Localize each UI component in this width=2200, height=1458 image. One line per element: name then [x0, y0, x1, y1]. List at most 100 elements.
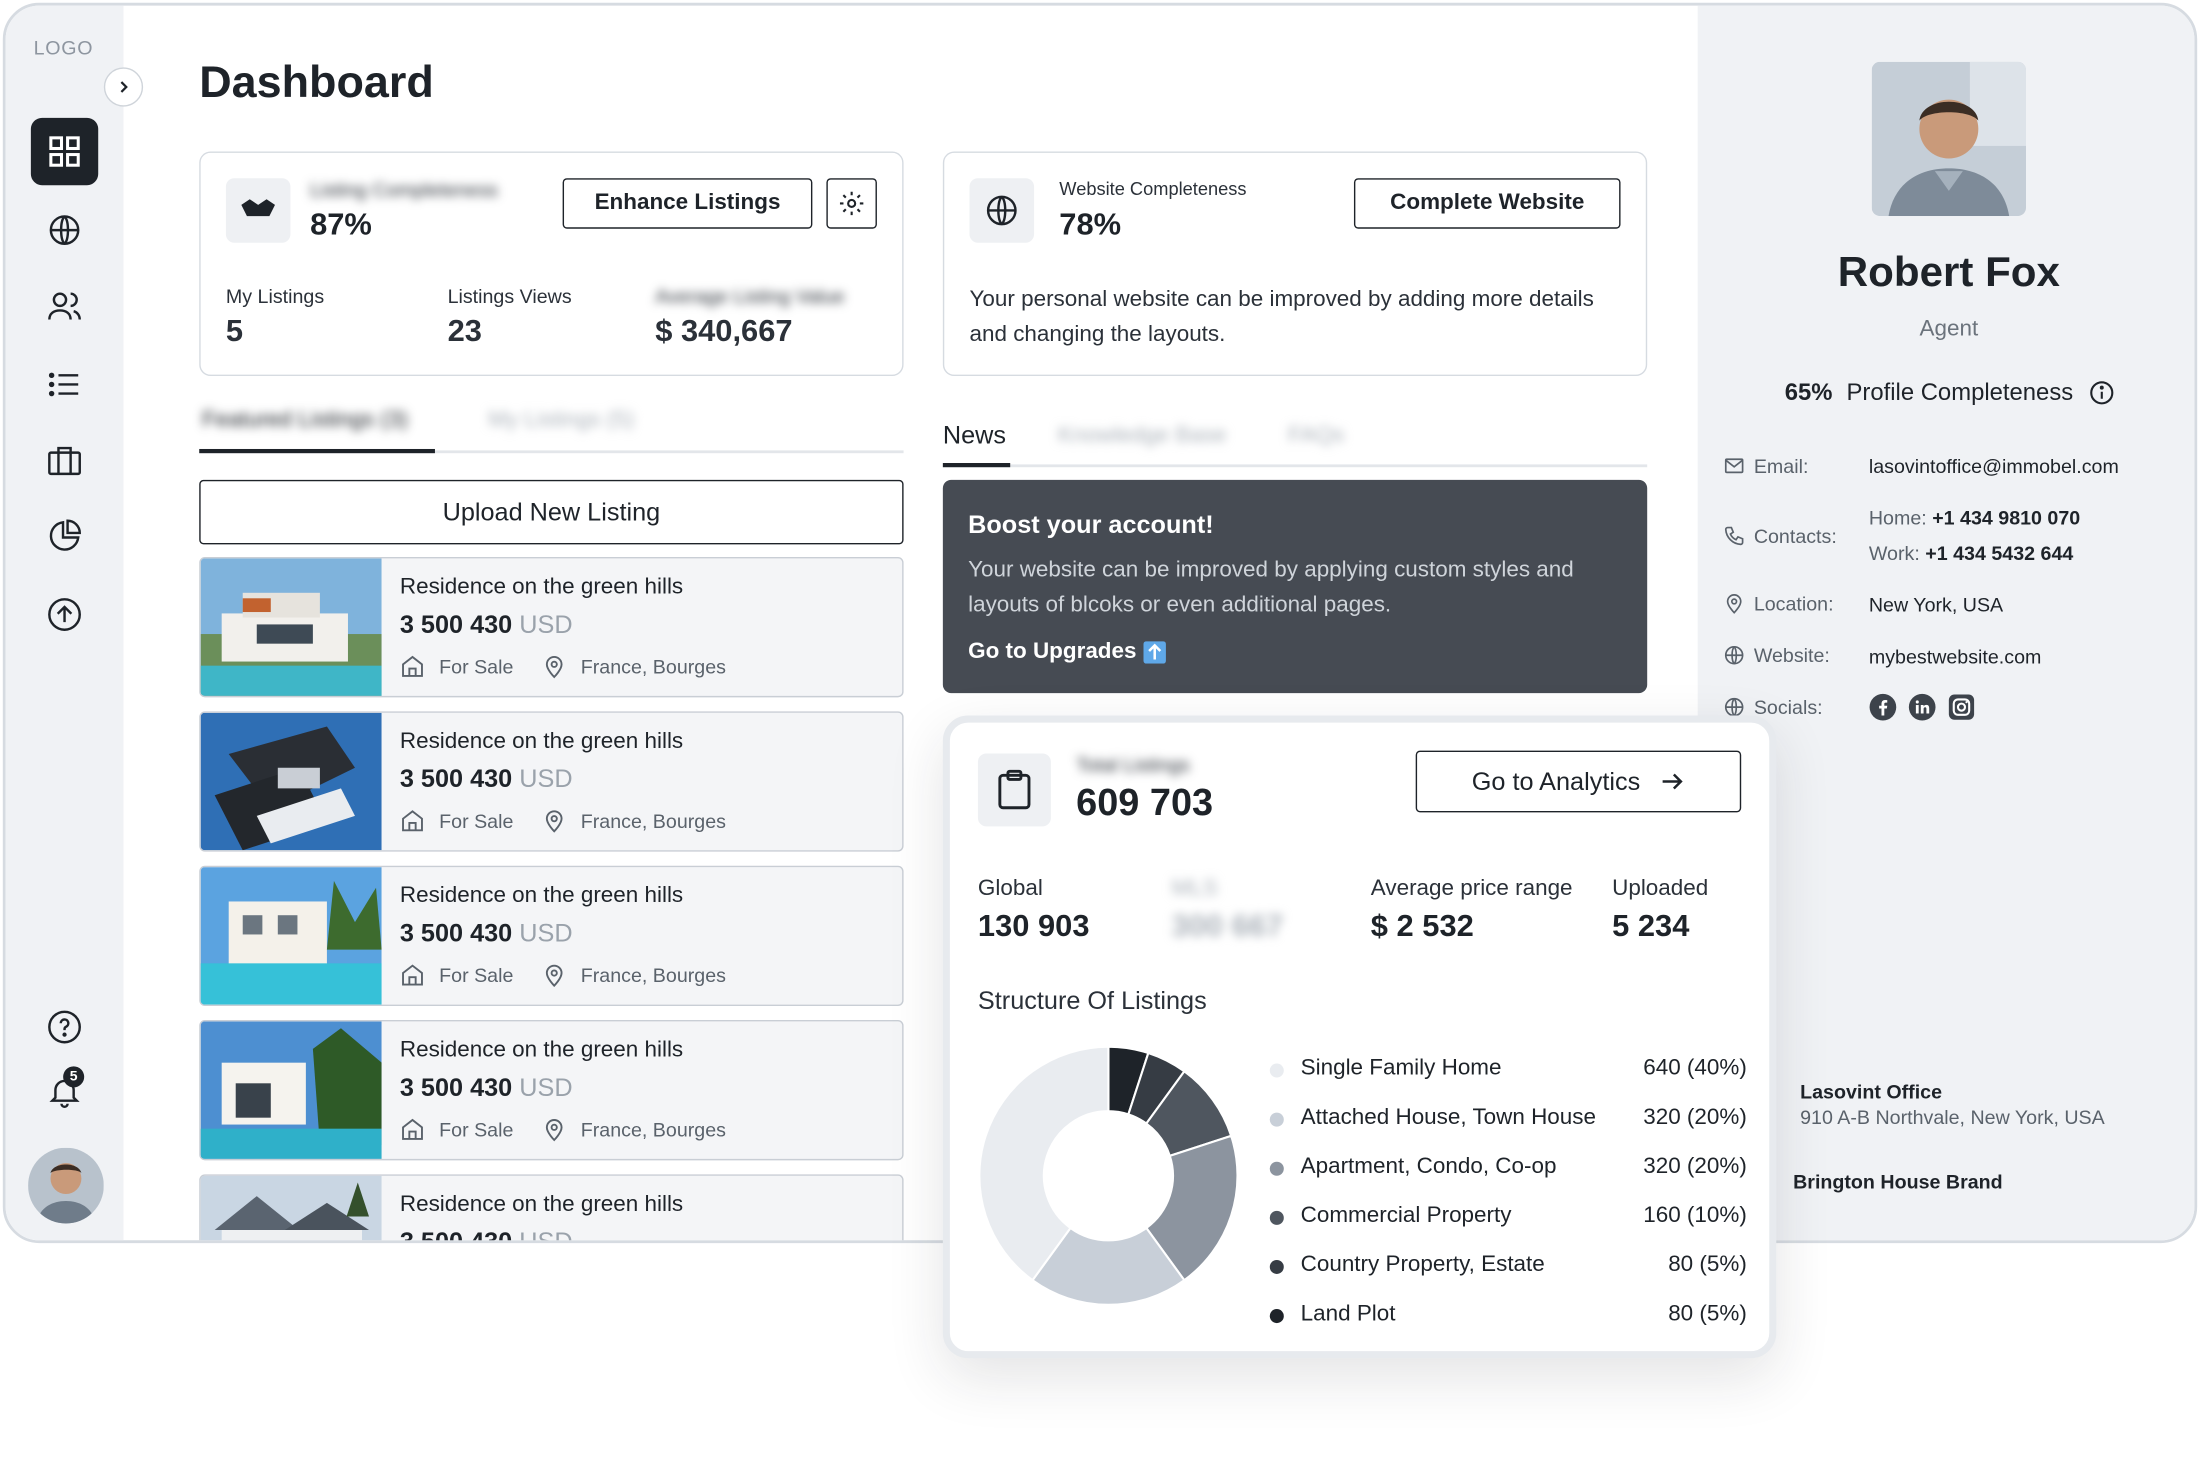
legend-value: 80 (5%)	[1668, 1302, 1747, 1326]
location-pin-icon	[545, 656, 563, 679]
website-label-text: Website:	[1753, 644, 1830, 667]
legend-swatch	[1269, 1063, 1284, 1078]
avatar-photo	[28, 1147, 104, 1224]
listing-card[interactable]: Residence on the green hills 3 500 430 U…	[199, 865, 904, 1006]
legend-label: Land Plot	[1300, 1302, 1396, 1326]
go-to-analytics-label: Go to Analytics	[1471, 766, 1641, 795]
listing-card[interactable]: Residence on the green hills 3 500 430 U…	[199, 1174, 904, 1241]
listing-title: Residence on the green hills	[399, 1192, 684, 1217]
pie-chart-icon	[49, 519, 81, 551]
stat-mls-value: 300 667	[1171, 907, 1284, 943]
nav-notifications[interactable]: 5	[31, 1058, 98, 1125]
help-icon	[48, 1010, 81, 1044]
facebook-icon[interactable]	[1869, 693, 1897, 721]
work-phone-value: +1 434 5432 644	[1925, 541, 2074, 565]
listing-tab-active-indicator	[199, 448, 435, 454]
listing-photo	[200, 1021, 382, 1159]
legend-item: Commercial Property 160 (10%)	[1269, 1201, 1747, 1235]
avatar[interactable]	[28, 1147, 104, 1224]
legend-item: Apartment, Condo, Co-op 320 (20%)	[1269, 1152, 1747, 1186]
listing-card[interactable]: Residence on the green hills 3 500 430 U…	[199, 557, 904, 698]
legend-swatch	[1269, 1210, 1284, 1225]
instagram-icon[interactable]	[1947, 693, 1975, 721]
home-icon	[402, 655, 423, 677]
listing-price: 3 500 430 USD	[400, 919, 573, 948]
complete-website-button[interactable]: Complete Website	[1353, 178, 1621, 229]
legend-label: Attached House, Town House	[1300, 1105, 1596, 1130]
gear-icon	[839, 191, 864, 216]
listing-location: France, Bourges	[580, 1118, 726, 1141]
location-pin-icon	[545, 964, 563, 987]
nav-help[interactable]	[31, 993, 98, 1060]
arrow-right-icon	[1662, 773, 1683, 790]
stat-mls-label: MLS	[1171, 876, 1218, 901]
legend-swatch	[1269, 1259, 1284, 1274]
website-icon-box	[969, 178, 1035, 243]
website-completeness-percent: 78%	[1059, 206, 1122, 242]
location-pin-icon	[545, 810, 563, 833]
nav-website[interactable]	[31, 196, 98, 263]
email-value[interactable]: lasovintoffice@immobel.com	[1868, 454, 2119, 478]
listing-price-value: 3 500 430	[399, 1073, 513, 1102]
nav-portfolio[interactable]	[31, 427, 98, 494]
website-value[interactable]: mybestwebsite.com	[1868, 645, 2042, 668]
profile-panel: Robert Fox Agent 65% Profile Completenes…	[1697, 5, 2195, 1241]
boost-title: Boost your account!	[968, 510, 1214, 539]
legend-value: 80 (5%)	[1668, 1252, 1747, 1277]
phone-icon	[1724, 526, 1744, 546]
upload-new-listing-button[interactable]: Upload New Listing	[199, 479, 904, 545]
profile-completeness-label: Profile Completeness	[1846, 378, 2074, 406]
tab-knowledge-base[interactable]: Knowledge Base	[1057, 423, 1227, 448]
boost-account-banner: Boost your account! Your website can be …	[942, 479, 1648, 694]
my-listings-value: 5	[225, 312, 244, 348]
go-to-analytics-button[interactable]: Go to Analytics	[1415, 750, 1742, 813]
listing-card[interactable]: Residence on the green hills 3 500 430 U…	[199, 1020, 904, 1161]
location-value: New York, USA	[1868, 593, 2004, 616]
nav-dashboard[interactable]	[30, 117, 99, 186]
profile-photo	[1871, 61, 2027, 217]
listing-completeness-card: Listing Completeness 87% Enhance Listing…	[199, 151, 904, 377]
globe-icon	[1724, 697, 1744, 717]
tab-faqs[interactable]: FAQs	[1288, 423, 1345, 448]
tab-featured-listings[interactable]: Featured Listings (3)	[202, 408, 408, 433]
linkedin-icon[interactable]	[1908, 693, 1936, 721]
legend-label: Single Family Home	[1300, 1056, 1502, 1081]
socials-label: Socials:	[1723, 696, 1823, 718]
list-icon	[48, 372, 79, 397]
go-to-upgrades-label: Go to Upgrades	[968, 639, 1137, 664]
tab-my-listings[interactable]: My Listings (5)	[488, 408, 635, 433]
go-to-upgrades-link[interactable]: Go to Upgrades	[968, 640, 1166, 665]
listings-views-value: 23	[447, 312, 482, 348]
legend-value: 160 (10%)	[1643, 1203, 1747, 1228]
legend-label: Country Property, Estate	[1300, 1252, 1545, 1277]
listing-price: 3 500 430 USD	[400, 1228, 573, 1241]
listing-settings-button[interactable]	[826, 178, 877, 229]
listing-photo	[200, 558, 382, 696]
total-listings-value: 609 703	[1076, 781, 1214, 824]
listing-meta: For Sale France, Bourges	[400, 654, 726, 679]
listing-currency: USD	[519, 764, 573, 793]
listing-price-value: 3 500 430	[399, 919, 513, 948]
logo: LOGO	[33, 36, 94, 59]
globe-icon	[986, 195, 1017, 226]
location-label: Location:	[1723, 592, 1834, 615]
email-label: Email:	[1723, 455, 1808, 477]
chevron-right-icon	[120, 81, 128, 93]
tab-news[interactable]: News	[942, 420, 1007, 449]
legend-value: 320 (20%)	[1643, 1105, 1747, 1130]
nav-users[interactable]	[31, 272, 98, 339]
info-icon[interactable]	[2087, 379, 2115, 407]
listing-card[interactable]: Residence on the green hills 3 500 430 U…	[199, 711, 904, 852]
listing-currency: USD	[519, 610, 573, 639]
clipboard-icon-box	[977, 753, 1051, 827]
collapse-sidebar-button[interactable]	[103, 67, 144, 107]
nav-list[interactable]	[31, 351, 98, 418]
nav-reports[interactable]	[31, 502, 98, 569]
listing-icon-box	[225, 178, 291, 243]
nav-upload[interactable]	[31, 581, 98, 648]
clipboard-icon	[998, 769, 1031, 810]
dashboard-grid-icon	[49, 136, 80, 167]
news-tab-active-indicator	[942, 463, 1011, 468]
listing-completeness-percent: 87%	[310, 206, 372, 242]
enhance-listings-button[interactable]: Enhance Listings	[562, 178, 813, 229]
